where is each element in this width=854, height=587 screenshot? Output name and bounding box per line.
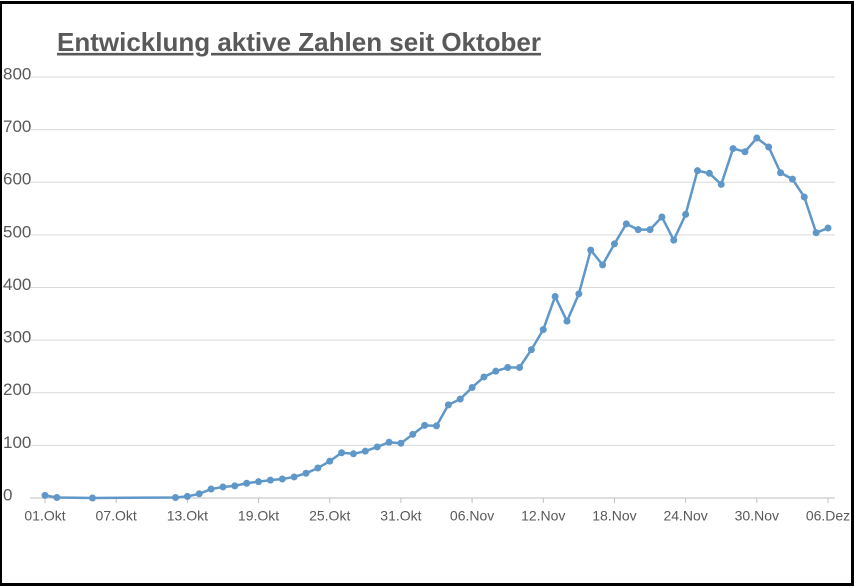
- data-point: [753, 134, 761, 142]
- data-point: [622, 220, 630, 228]
- data-point: [575, 290, 583, 298]
- data-point: [41, 491, 49, 499]
- data-point: [563, 317, 571, 325]
- data-point: [682, 210, 690, 218]
- data-point: [694, 167, 701, 175]
- data-point: [243, 479, 251, 487]
- data-point: [314, 464, 322, 472]
- x-tick-label: 01.Okt: [24, 508, 65, 524]
- data-point: [207, 485, 215, 493]
- x-tick-label: 12.Nov: [521, 508, 565, 524]
- y-tick-label: 100: [3, 433, 31, 452]
- data-point: [527, 346, 535, 354]
- x-tick-label: 30.Nov: [735, 508, 779, 524]
- x-tick-label: 25.Okt: [309, 508, 350, 524]
- data-point: [302, 469, 310, 477]
- data-point: [777, 169, 785, 177]
- data-point: [53, 493, 61, 501]
- data-point: [729, 145, 737, 153]
- x-tick-label: 07.Okt: [96, 508, 137, 524]
- data-point: [88, 494, 96, 502]
- data-point: [397, 439, 405, 447]
- data-point: [338, 449, 346, 457]
- data-point: [599, 261, 607, 269]
- data-point: [385, 438, 393, 446]
- y-tick-label: 600: [3, 170, 31, 189]
- data-point: [183, 492, 191, 500]
- x-tick-label: 06.Dez: [806, 508, 850, 524]
- data-point: [290, 473, 298, 481]
- y-tick-label: 200: [3, 380, 31, 399]
- data-point: [326, 457, 334, 465]
- data-point: [504, 363, 512, 371]
- data-point: [800, 193, 808, 201]
- x-tick-label: 18.Nov: [592, 508, 636, 524]
- data-point: [765, 143, 773, 151]
- data-point: [231, 482, 239, 490]
- data-point: [373, 443, 381, 451]
- data-point: [812, 229, 820, 237]
- data-point: [610, 240, 618, 248]
- data-point: [551, 292, 559, 300]
- data-point: [646, 226, 654, 234]
- y-tick-label: 400: [3, 275, 31, 294]
- data-point: [195, 490, 203, 498]
- y-tick-label: 300: [3, 328, 31, 347]
- data-point: [480, 373, 488, 381]
- data-point: [266, 476, 274, 484]
- data-point: [516, 363, 524, 371]
- x-tick-label: 06.Nov: [450, 508, 494, 524]
- data-point: [705, 169, 713, 177]
- x-tick-label: 13.Okt: [167, 508, 208, 524]
- data-point: [444, 401, 452, 409]
- x-tick-label: 19.Okt: [238, 508, 279, 524]
- y-tick-label: 0: [3, 485, 12, 504]
- series-line: [44, 136, 829, 500]
- x-tick-label: 24.Nov: [663, 508, 707, 524]
- data-point: [717, 180, 725, 188]
- data-point: [421, 421, 429, 429]
- chart-title: Entwicklung aktive Zahlen seit Oktober: [57, 27, 541, 57]
- data-point: [539, 326, 547, 334]
- data-point: [634, 226, 642, 234]
- y-tick-label: 700: [3, 117, 31, 136]
- data-point: [361, 447, 369, 455]
- data-point: [658, 213, 666, 221]
- data-point: [219, 483, 227, 491]
- y-tick-label: 800: [3, 64, 31, 83]
- y-tick-label: 500: [3, 222, 31, 241]
- data-point: [468, 383, 476, 391]
- data-point: [741, 148, 749, 156]
- data-point: [255, 478, 263, 486]
- data-point: [788, 175, 796, 183]
- x-tick-label: 31.Okt: [380, 508, 421, 524]
- data-point: [456, 395, 464, 403]
- data-point: [349, 450, 357, 458]
- data-point: [278, 475, 286, 483]
- data-point: [587, 246, 595, 254]
- data-point: [824, 224, 832, 232]
- data-point: [670, 236, 678, 244]
- data-point: [433, 422, 440, 430]
- data-point: [492, 367, 500, 375]
- data-point: [409, 430, 417, 438]
- data-point: [172, 493, 179, 501]
